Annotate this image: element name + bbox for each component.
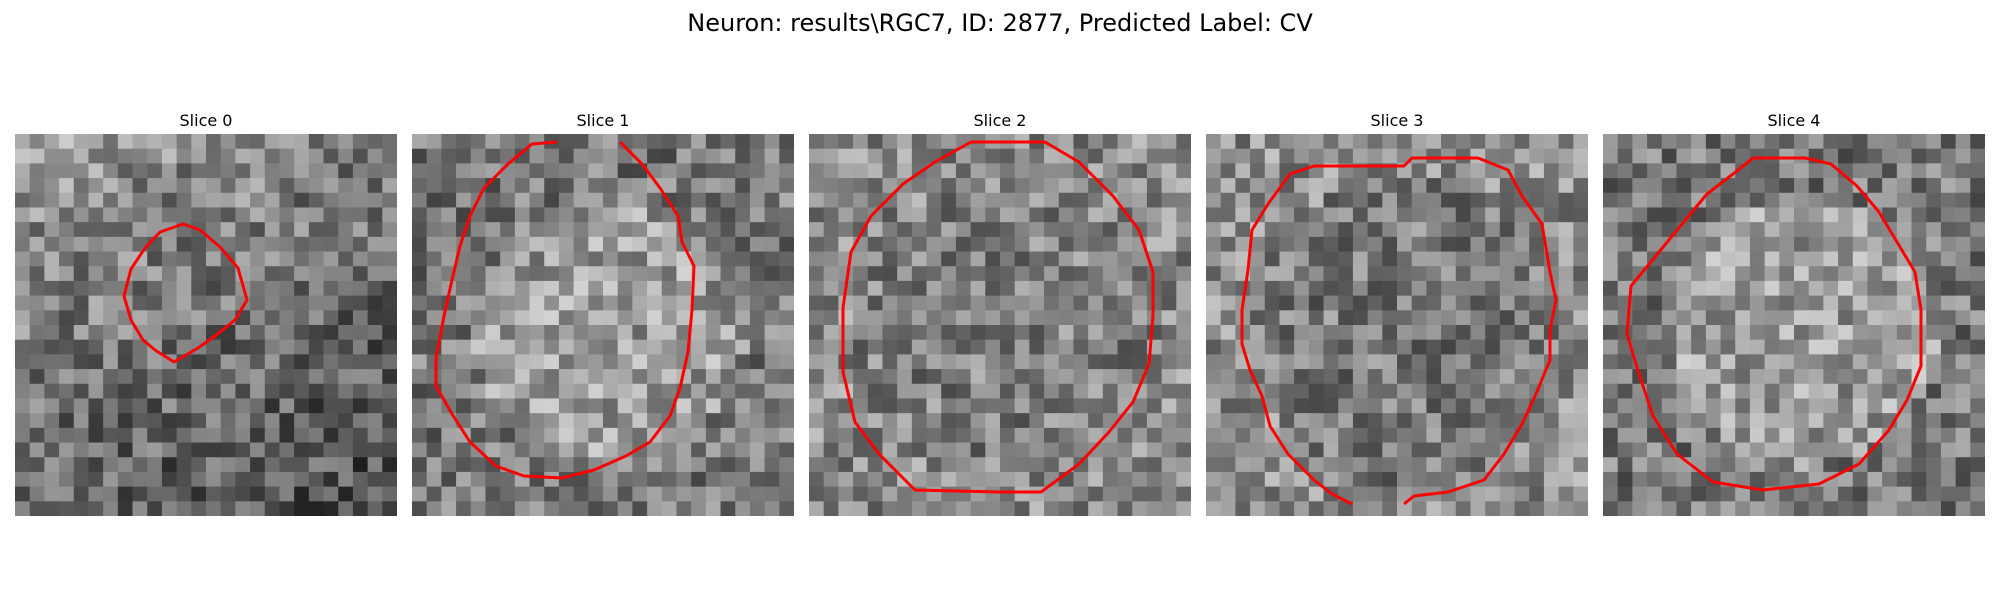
slice-title: Slice 3 xyxy=(1370,111,1424,130)
figure-title: Neuron: results\RGC7, ID: 2877, Predicte… xyxy=(687,9,1313,37)
slice-image xyxy=(1603,134,1985,516)
segmentation-contour xyxy=(1240,156,1558,506)
slice-image xyxy=(809,134,1191,516)
segmentation-contour xyxy=(1625,156,1923,492)
segmentation-contour xyxy=(841,140,1155,494)
slice-title: Slice 1 xyxy=(576,111,630,130)
segmentation-contour xyxy=(434,140,696,480)
segmentation-contour xyxy=(122,222,249,364)
slice-title: Slice 0 xyxy=(179,111,233,130)
slice-panel-4: Slice 4 xyxy=(1603,108,1985,516)
slice-panel-0: Slice 0 xyxy=(15,108,397,516)
slice-image xyxy=(412,134,794,516)
slice-panel-1: Slice 1 xyxy=(412,108,794,516)
slice-panel-2: Slice 2 xyxy=(809,108,1191,516)
slice-title: Slice 2 xyxy=(973,111,1027,130)
slice-panel-3: Slice 3 xyxy=(1206,108,1588,516)
slice-image xyxy=(15,134,397,516)
slice-image xyxy=(1206,134,1588,516)
slice-title: Slice 4 xyxy=(1767,111,1821,130)
